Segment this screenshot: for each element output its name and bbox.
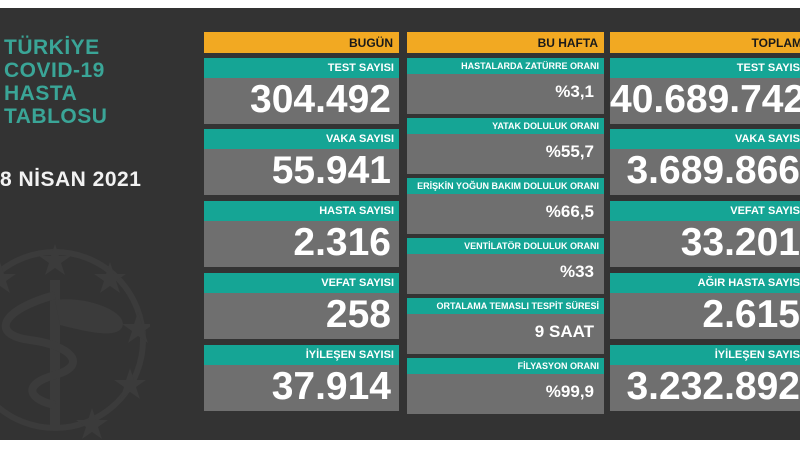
week-bed-occupancy-card: YATAK DOLULUK ORANI %55,7	[407, 118, 604, 174]
week-filiation-value: %99,9	[407, 374, 604, 414]
header-today: BUGÜN	[204, 32, 399, 53]
week-pneumonia-label: HASTALARDA ZATÜRRE ORANI	[407, 58, 604, 74]
week-bed-occupancy-value: %55,7	[407, 134, 604, 174]
total-critical-value: 2.615	[610, 293, 800, 339]
total-test-card: TEST SAYISI 40.689.742	[610, 58, 800, 124]
week-icu-occupancy-label: ERİŞKİN YOĞUN BAKIM DOLULUK ORANI	[407, 178, 604, 194]
total-critical-label: AĞIR HASTA SAYISI	[610, 273, 800, 293]
today-deaths-value: 258	[204, 293, 399, 339]
today-test-label: TEST SAYISI	[204, 58, 399, 78]
today-recovered-value: 37.914	[204, 365, 399, 411]
covid-dashboard-panel: TÜRKİYE COVID-19 HASTA TABLOSU 8 NİSAN 2…	[0, 8, 800, 440]
today-patients-value: 2.316	[204, 221, 399, 267]
week-icu-occupancy-value: %66,5	[407, 194, 604, 234]
total-test-value: 40.689.742	[610, 78, 800, 124]
today-recovered-card: İYİLEŞEN SAYISI 37.914	[204, 345, 399, 411]
total-test-label: TEST SAYISI	[610, 58, 800, 78]
total-cases-card: VAKA SAYISI 3.689.866	[610, 129, 800, 195]
title-line-2: COVID-19	[4, 59, 105, 82]
total-deaths-card: VEFAT SAYISI 33.201	[610, 201, 800, 267]
today-test-value: 304.492	[204, 78, 399, 124]
today-patients-label: HASTA SAYISI	[204, 201, 399, 221]
total-deaths-value: 33.201	[610, 221, 800, 267]
title-line-1: TÜRKİYE	[4, 36, 100, 59]
week-pneumonia-card: HASTALARDA ZATÜRRE ORANI %3,1	[407, 58, 604, 114]
week-contact-tracing-value: 9 SAAT	[407, 314, 604, 354]
total-cases-label: VAKA SAYISI	[610, 129, 800, 149]
today-deaths-label: VEFAT SAYISI	[204, 273, 399, 293]
total-recovered-label: İYİLEŞEN SAYISI	[610, 345, 800, 365]
week-contact-tracing-label: ORTALAMA TEMASLI TESPİT SÜRESİ	[407, 298, 604, 314]
report-date: 8 NİSAN 2021	[0, 168, 142, 191]
week-icu-occupancy-card: ERİŞKİN YOĞUN BAKIM DOLULUK ORANI %66,5	[407, 178, 604, 234]
title-line-4: TABLOSU	[4, 105, 108, 128]
header-this-week: BU HAFTA	[407, 32, 604, 53]
today-test-card: TEST SAYISI 304.492	[204, 58, 399, 124]
week-contact-tracing-card: ORTALAMA TEMASLI TESPİT SÜRESİ 9 SAAT	[407, 298, 604, 354]
total-cases-value: 3.689.866	[610, 149, 800, 195]
total-recovered-value: 3.232.892	[610, 365, 800, 411]
today-cases-value: 55.941	[204, 149, 399, 195]
total-critical-card: AĞIR HASTA SAYISI 2.615	[610, 273, 800, 339]
week-ventilator-occupancy-value: %33	[407, 254, 604, 294]
header-total: TOPLAM	[610, 32, 800, 53]
week-bed-occupancy-label: YATAK DOLULUK ORANI	[407, 118, 604, 134]
ministry-of-health-emblem-icon	[0, 244, 150, 439]
total-recovered-card: İYİLEŞEN SAYISI 3.232.892	[610, 345, 800, 411]
title-line-3: HASTA	[4, 82, 78, 105]
today-recovered-label: İYİLEŞEN SAYISI	[204, 345, 399, 365]
total-deaths-label: VEFAT SAYISI	[610, 201, 800, 221]
today-cases-card: VAKA SAYISI 55.941	[204, 129, 399, 195]
today-deaths-card: VEFAT SAYISI 258	[204, 273, 399, 339]
week-filiation-card: FİLYASYON ORANI %99,9	[407, 358, 604, 414]
week-pneumonia-value: %3,1	[407, 74, 604, 114]
week-ventilator-occupancy-label: VENTİLATÖR DOLULUK ORANI	[407, 238, 604, 254]
today-cases-label: VAKA SAYISI	[204, 129, 399, 149]
week-ventilator-occupancy-card: VENTİLATÖR DOLULUK ORANI %33	[407, 238, 604, 294]
week-filiation-label: FİLYASYON ORANI	[407, 358, 604, 374]
today-patients-card: HASTA SAYISI 2.316	[204, 201, 399, 267]
